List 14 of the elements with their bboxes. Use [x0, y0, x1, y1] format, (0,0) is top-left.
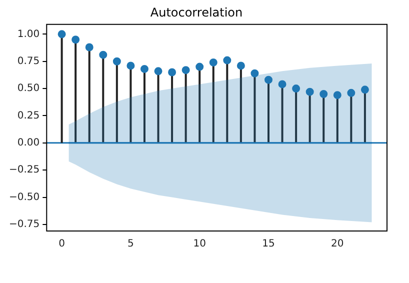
x-tick-label: 5: [128, 238, 134, 250]
y-tick-label: −0.50: [8, 192, 40, 203]
x-tick-label: 0: [58, 238, 65, 250]
y-tick-label: −0.25: [8, 164, 40, 176]
y-tick-label: 0.75: [17, 56, 40, 67]
y-tick-label: 0.50: [17, 83, 40, 94]
y-tick-label: 0.00: [17, 138, 40, 149]
x-tick-label: 20: [331, 238, 344, 250]
y-tick-label: 0.25: [17, 110, 40, 122]
y-tick-label: −0.75: [8, 219, 40, 230]
x-tick-label: 15: [262, 238, 275, 250]
y-tick-label: 1.00: [17, 28, 40, 40]
x-tick-label: 10: [193, 238, 206, 250]
chart-title: Autocorrelation: [150, 5, 243, 20]
